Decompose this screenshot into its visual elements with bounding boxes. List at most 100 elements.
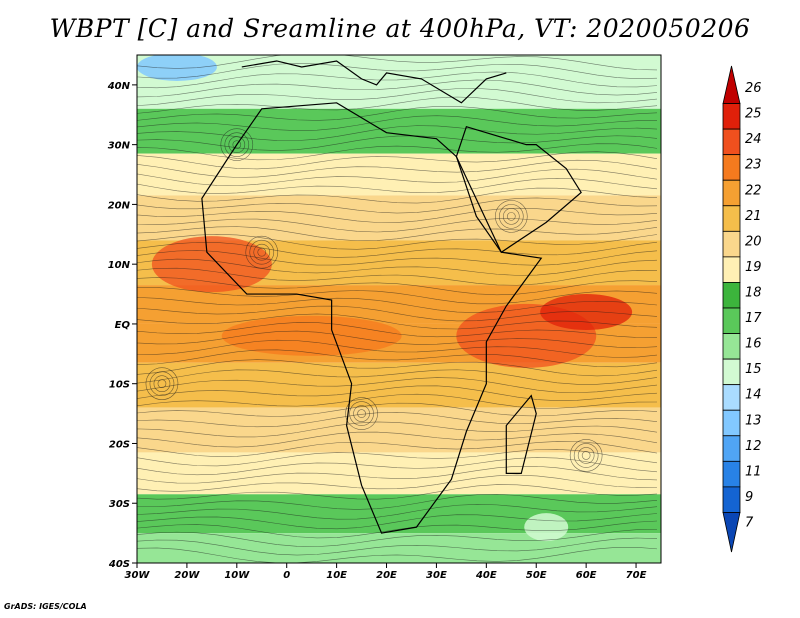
colorbar-swatch — [722, 103, 741, 130]
streamline — [137, 513, 658, 530]
streamline — [137, 385, 658, 401]
colorbar-swatch — [722, 128, 741, 156]
colorbar-label: 17 — [745, 311, 762, 326]
colorbar-swatch — [722, 384, 741, 411]
lon-label: 40E — [475, 570, 497, 581]
streamline — [137, 393, 658, 409]
vortex — [569, 439, 603, 472]
colorbar-label: 18 — [745, 286, 762, 301]
streamline — [137, 207, 658, 223]
streamline — [137, 177, 658, 194]
streamline — [137, 441, 658, 457]
streamline — [137, 504, 658, 520]
colorbar-swatch — [722, 435, 741, 462]
cool-anomaly — [137, 55, 217, 81]
streamline — [137, 159, 658, 178]
streamline — [137, 349, 658, 368]
streamline — [137, 226, 658, 242]
streamline — [137, 322, 658, 338]
lat-label: 10S — [109, 380, 130, 391]
streamline — [137, 63, 658, 79]
streamline — [137, 106, 658, 121]
vortex — [502, 208, 520, 225]
colorbar-label: 26 — [745, 81, 762, 96]
lat-label: 40N — [107, 81, 131, 92]
streamline — [137, 421, 658, 438]
colorbar-swatch — [722, 358, 741, 386]
vortex — [506, 212, 516, 221]
vortex — [220, 128, 254, 161]
streamline — [137, 151, 658, 170]
streamline — [137, 287, 658, 305]
streamline — [137, 305, 658, 322]
streamline — [137, 402, 658, 417]
field-band — [137, 407, 661, 453]
colorbar-swatch — [722, 205, 741, 232]
colorbar-swatch — [722, 333, 741, 360]
streamline — [137, 412, 658, 428]
streamline — [137, 79, 658, 98]
lat-label: EQ — [115, 320, 131, 331]
lon-label: 10E — [326, 570, 347, 581]
lat-label: 20N — [108, 200, 131, 211]
colorbar-label: 23 — [745, 158, 762, 173]
streamline — [137, 143, 658, 161]
vortex — [157, 379, 167, 389]
colorbar-swatch — [722, 307, 741, 334]
colorbar-swatch — [722, 179, 741, 207]
colorbar-label: 11 — [745, 464, 762, 479]
colorbar-label: 15 — [745, 362, 762, 377]
streamline — [137, 369, 658, 385]
field-band — [137, 452, 661, 495]
streamline — [137, 55, 658, 71]
lon-label: 60E — [576, 570, 597, 581]
field-band — [137, 533, 661, 563]
colorbar-swatch — [722, 256, 741, 283]
streamline — [137, 88, 658, 106]
lon-label: 20W — [174, 570, 200, 581]
streamline — [137, 258, 658, 276]
cool-anomaly — [406, 56, 547, 89]
colorbar-swatch — [722, 512, 741, 553]
colorbar-swatch — [722, 230, 741, 258]
lat-label: 30N — [108, 141, 131, 152]
streamline — [137, 520, 658, 539]
vortex — [498, 204, 524, 229]
vortex — [257, 247, 267, 257]
colorbar-swatch — [722, 154, 741, 181]
colorbar: 26 25 24 23 22 21 20 19 18 17 16 15 14 13 12 11 9 7 — [722, 65, 762, 553]
streamline — [137, 297, 658, 314]
streamline — [137, 96, 658, 114]
streamline — [137, 547, 658, 563]
map-frame — [136, 54, 662, 564]
vortex — [573, 443, 599, 468]
vortex — [253, 243, 271, 261]
streamline — [137, 465, 658, 484]
lon-label: 10W — [224, 570, 250, 581]
streamline — [137, 267, 658, 286]
colorbar-swatch — [722, 460, 741, 488]
vortex — [353, 405, 370, 422]
warm-anomaly — [151, 236, 272, 293]
vortex — [345, 397, 378, 430]
grads-credit: GrADS: IGES/COLA — [4, 602, 87, 611]
map-title: WBPT [C] and Sreamline at 400hPa, VT: 20… — [49, 14, 751, 43]
streamline — [137, 493, 658, 510]
streamline — [137, 277, 658, 296]
coastline — [241, 60, 507, 104]
vortex — [494, 200, 528, 233]
colorbar-label: 14 — [745, 388, 762, 403]
colorbar-swatch — [722, 282, 741, 309]
streamline — [137, 474, 658, 492]
vortex — [232, 140, 242, 149]
lon-label: 0 — [283, 570, 290, 581]
colorbar-label: 16 — [745, 337, 762, 352]
latitude-axis: 40N 30N 20N 10N EQ 10S 20S 30S 40S — [107, 81, 137, 570]
streamline — [137, 339, 658, 358]
lon-label: 30W — [125, 570, 151, 581]
lon-label: 50E — [526, 570, 547, 581]
vortex — [245, 235, 279, 269]
streamline — [137, 135, 658, 151]
streamline — [137, 313, 658, 330]
